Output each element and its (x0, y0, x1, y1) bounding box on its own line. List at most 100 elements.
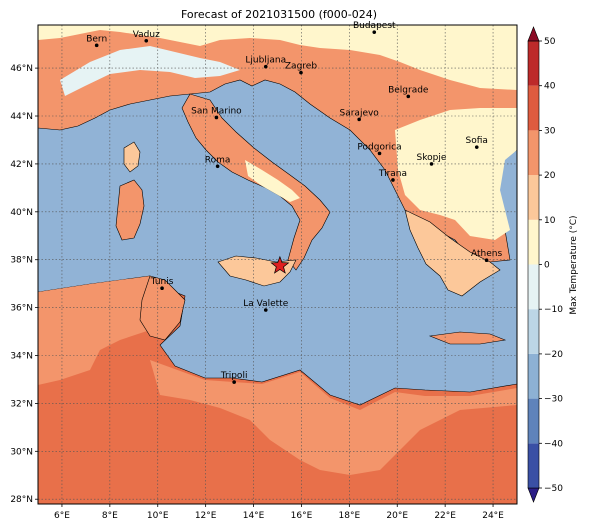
city-dot (391, 178, 395, 182)
europe-land (38, 25, 517, 263)
colorbar-tick-label: −50 (544, 484, 563, 494)
city-label: Sarajevo (340, 108, 380, 118)
city-label: Bern (86, 34, 107, 44)
lon-tick-label: 16°E (291, 511, 313, 521)
city-dot (484, 258, 489, 262)
lon-tick-label: 14°E (243, 511, 265, 521)
lat-tick-label: 36°N (10, 304, 33, 314)
tunisia-land (139, 275, 186, 341)
colorbar-segment (528, 309, 539, 354)
city-dot (94, 43, 99, 48)
colorbar-segment (528, 85, 539, 131)
lat-tick-label: 38°N (10, 256, 33, 266)
crete-land (428, 331, 507, 345)
colorbar-tick-label: 20 (544, 171, 556, 181)
city-label: Tirana (378, 169, 407, 179)
lat-tick-label: 42°N (10, 160, 33, 170)
colorbar-segment (528, 41, 539, 86)
colorbar-tick-label: 50 (544, 37, 556, 47)
city-dot (429, 162, 434, 166)
city-dot (372, 30, 377, 34)
lon-tick-label: 12°E (195, 511, 217, 521)
city-label: Ljubljana (245, 56, 286, 66)
lon-tick-label: 24°E (482, 511, 504, 521)
city-label: Budapest (353, 21, 396, 31)
europe-mild-zone (38, 25, 517, 90)
city-label: Zagreb (285, 62, 317, 72)
city-label: Belgrade (388, 85, 429, 95)
map-frame (37, 24, 518, 505)
city-label: Tunis (150, 277, 174, 287)
colorbar-tick-label: 0 (544, 261, 550, 271)
city-label: Skopje (417, 153, 447, 163)
greece-land (404, 209, 501, 297)
lon-tick-label: 6°E (54, 511, 70, 521)
city-label: La Valette (243, 299, 288, 309)
lat-tick-label: 28°N (10, 495, 33, 505)
lon-tick-label: 22°E (434, 511, 456, 521)
colorbar-tick-label: −40 (544, 439, 563, 449)
lat-tick-label: 30°N (10, 447, 33, 457)
lon-tick-label: 20°E (386, 511, 408, 521)
city-dot (474, 145, 479, 149)
latitude-ticks: 46°N 44°N 42°N 40°N 38°N 36°N 34°N 32°N 30°N 28°N (10, 64, 38, 505)
lat-tick-label: 44°N (10, 112, 33, 122)
city-label: Tripoli (220, 371, 248, 381)
city-label: Podgorica (357, 142, 401, 152)
city-label: Vaduz (133, 30, 160, 40)
colorbar-tick-label: 40 (544, 82, 556, 92)
corsica-land (123, 141, 141, 173)
colorbar-tick-label: −10 (544, 305, 563, 315)
colorbar-tick-label: −30 (544, 395, 563, 405)
star-marker (270, 255, 290, 274)
city-dot (377, 151, 382, 156)
lon-tick-label: 18°E (339, 511, 361, 521)
colorbar-tick-label: 10 (544, 216, 556, 226)
lat-tick-label: 46°N (10, 64, 33, 74)
balkans-mild-zone (395, 108, 517, 240)
city-dot (144, 39, 149, 43)
colorbar-segment (528, 219, 539, 265)
lat-tick-label: 34°N (10, 352, 33, 362)
city-dot (406, 94, 411, 99)
city-dot (299, 70, 303, 75)
colorbar-tick-label: −20 (544, 350, 563, 360)
colorbar-min-extend (527, 487, 540, 503)
colorbar-label: Max Temperature (°C) (569, 215, 579, 314)
city-dot (263, 308, 268, 312)
city-dot (160, 286, 164, 291)
africa-coastal-band (150, 360, 517, 475)
city-label: San Marino (191, 106, 242, 116)
temperature-map (38, 25, 517, 504)
alps-cool-zone (60, 46, 240, 96)
lon-tick-label: 8°E (102, 511, 118, 521)
colorbar-segment (528, 264, 539, 310)
lat-tick-label: 32°N (10, 399, 33, 409)
sardinia-land (115, 179, 145, 241)
colorbar-max-extend (527, 26, 540, 42)
city-dot (215, 164, 220, 169)
lat-tick-label: 40°N (10, 208, 33, 218)
city-dot (214, 115, 219, 120)
colorbar-segment (528, 175, 539, 220)
city-label: Sofia (466, 136, 488, 146)
colorbar-segment (528, 443, 539, 488)
figure-title: Forecast of 2021031500 (f000-024) (181, 8, 377, 21)
colorbar-segment (528, 398, 539, 444)
italy-mild-zone (245, 160, 300, 202)
event-star-marker (270, 255, 290, 274)
city-dot (263, 64, 268, 69)
longitude-ticks: 6°E 8°E 10°E 12°E 14°E 16°E 18°E 20°E 22°E 24°E (54, 504, 504, 521)
colorbar-segment (528, 353, 539, 399)
city-dot (232, 380, 236, 384)
graticule (38, 25, 517, 504)
colorbar: 50 40 30 20 10 0 −10 −20 −30 −40 −50 (527, 26, 563, 503)
colorbar-tick-label: 30 (544, 126, 556, 136)
city-label: Athens (471, 249, 502, 259)
lon-tick-label: 10°E (147, 511, 169, 521)
colorbar-segment (528, 130, 539, 176)
city-label: Roma (205, 155, 231, 165)
city-dot (357, 117, 361, 122)
